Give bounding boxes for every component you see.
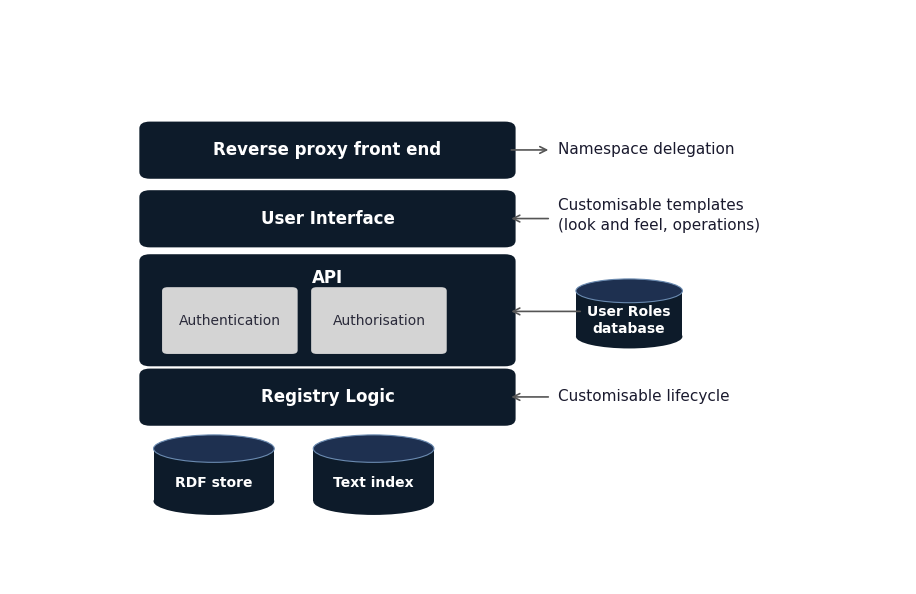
FancyBboxPatch shape	[139, 122, 516, 179]
Polygon shape	[154, 448, 274, 501]
Text: Customisable templates
(look and feel, operations): Customisable templates (look and feel, o…	[558, 198, 760, 233]
Ellipse shape	[154, 435, 274, 462]
Ellipse shape	[576, 279, 682, 303]
FancyBboxPatch shape	[162, 287, 298, 354]
Text: User Interface: User Interface	[260, 210, 395, 228]
FancyBboxPatch shape	[139, 190, 516, 247]
Ellipse shape	[576, 325, 682, 349]
Text: Reverse proxy front end: Reverse proxy front end	[213, 141, 442, 159]
Ellipse shape	[313, 488, 434, 515]
Text: Namespace delegation: Namespace delegation	[558, 143, 735, 157]
Ellipse shape	[154, 488, 274, 515]
Text: Customisable lifecycle: Customisable lifecycle	[558, 390, 730, 405]
Text: Text index: Text index	[333, 476, 414, 490]
FancyBboxPatch shape	[311, 287, 447, 354]
Text: Authorisation: Authorisation	[333, 314, 425, 327]
Ellipse shape	[313, 435, 434, 462]
Polygon shape	[313, 448, 434, 501]
FancyBboxPatch shape	[139, 368, 516, 426]
Text: Authentication: Authentication	[179, 314, 281, 327]
Text: RDF store: RDF store	[175, 476, 253, 490]
Text: Registry Logic: Registry Logic	[260, 388, 395, 406]
FancyBboxPatch shape	[139, 254, 516, 366]
Text: API: API	[312, 269, 343, 287]
Polygon shape	[576, 291, 682, 337]
Text: User Roles
database: User Roles database	[587, 305, 671, 336]
